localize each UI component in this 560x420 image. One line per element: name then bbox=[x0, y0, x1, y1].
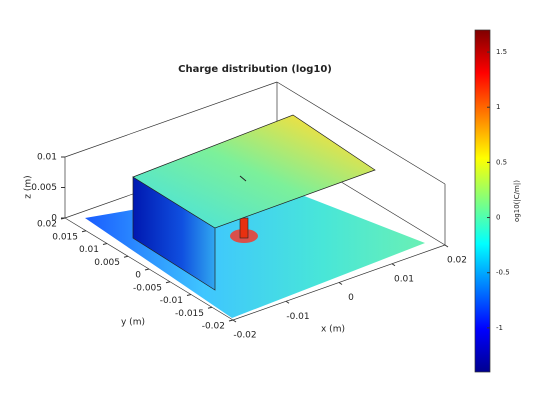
colorbar-tick-label: -0.5 bbox=[496, 269, 510, 277]
y-tick-label: 0.01 bbox=[79, 245, 99, 255]
y-tick-label: -0.02 bbox=[202, 322, 225, 332]
y-tick bbox=[186, 294, 192, 296]
y-tick bbox=[144, 268, 150, 271]
colorbar-tick-label: 0 bbox=[496, 214, 500, 222]
y-tick bbox=[81, 230, 87, 233]
z-tick-label: 0 bbox=[51, 214, 57, 224]
y-tick-label: 0.015 bbox=[52, 232, 78, 242]
x-tick bbox=[444, 244, 449, 248]
colorbar-tick-label: 1 bbox=[496, 103, 500, 111]
y-tick bbox=[102, 243, 108, 245]
y-tick-label: -0.005 bbox=[133, 283, 162, 293]
feed bbox=[239, 217, 249, 239]
x-tick bbox=[232, 319, 237, 323]
chart-title: Charge distribution (log10) bbox=[178, 64, 332, 75]
colorbar-label: og10(|C/m|) bbox=[513, 180, 521, 222]
y-tick bbox=[207, 306, 213, 309]
x-tick bbox=[391, 263, 396, 267]
y-tick bbox=[228, 319, 234, 322]
box-edge bbox=[64, 81, 278, 158]
y-axis-label: y (m) bbox=[121, 318, 145, 328]
y-tick-label: -0.01 bbox=[160, 296, 183, 306]
slot bbox=[239, 175, 247, 182]
colorbar bbox=[474, 29, 491, 373]
colorbar-tick-label: 0.5 bbox=[496, 158, 507, 166]
x-tick-label: -0.02 bbox=[233, 331, 256, 341]
x-tick-label: 0 bbox=[348, 293, 354, 303]
x-tick bbox=[338, 282, 343, 285]
y-tick-label: 0.005 bbox=[94, 258, 120, 268]
y-tick-label: 0 bbox=[135, 271, 141, 281]
y-tick-label: 0.02 bbox=[37, 220, 57, 230]
colorbar-tick-label: 1.5 bbox=[496, 48, 507, 56]
z-tick-label: 0.01 bbox=[37, 153, 57, 163]
top-patch bbox=[132, 114, 376, 229]
y-tick bbox=[123, 255, 129, 258]
x-axis-label: x (m) bbox=[321, 325, 345, 335]
z-tick-label: 0.005 bbox=[31, 183, 57, 193]
y-tick-label: -0.015 bbox=[175, 309, 204, 319]
x-tick-label: -0.01 bbox=[286, 312, 309, 322]
y-tick bbox=[165, 281, 171, 284]
colorbar-tick-label: -1 bbox=[496, 324, 503, 332]
x-tick bbox=[285, 300, 290, 304]
z-axis-label: z (m) bbox=[24, 175, 34, 198]
x-tick-label: 0.01 bbox=[394, 274, 414, 284]
x-tick-label: 0.02 bbox=[447, 256, 467, 266]
box-edge bbox=[276, 81, 446, 185]
